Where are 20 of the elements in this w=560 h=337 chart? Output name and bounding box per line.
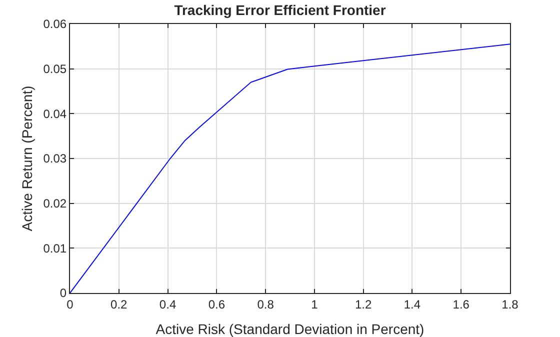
y-tick-label: 0.03 (43, 152, 67, 166)
y-tick-label: 0.01 (43, 241, 67, 256)
y-tick-label: 0.04 (43, 106, 67, 121)
y-tick-label: 0.06 (43, 17, 67, 32)
x-tick-label: 0.6 (208, 297, 226, 312)
x-tick-label: 0.4 (159, 297, 176, 312)
y-axis-title: Active Return (Percent) (19, 86, 35, 232)
x-tick-label: 1.8 (502, 297, 519, 312)
x-tick-label: 0.2 (110, 297, 128, 312)
y-tick-label: 0 (60, 286, 67, 300)
x-axis-title: Active Risk (Standard Deviation in Percent) (156, 321, 424, 337)
y-tick-label: 0.05 (43, 62, 67, 76)
x-tick-label: 1 (311, 297, 318, 312)
line-series (70, 44, 510, 293)
x-tick-label: 1.4 (404, 297, 421, 312)
x-tick-label: 1.6 (452, 297, 470, 312)
y-tick-label: 0.02 (43, 196, 67, 211)
x-tick-label: 0.8 (257, 297, 274, 312)
chart-title: Tracking Error Efficient Frontier (174, 2, 386, 18)
x-tick-label: 1.2 (354, 297, 372, 312)
